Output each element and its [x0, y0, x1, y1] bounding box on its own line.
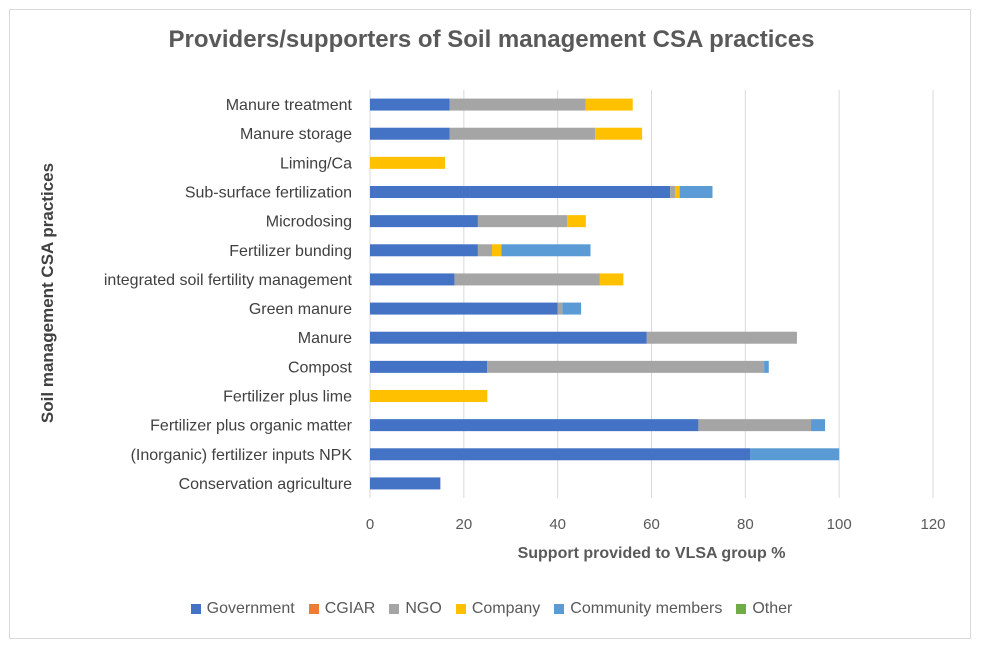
bar-company — [567, 215, 586, 228]
legend-label: Government — [206, 600, 295, 617]
bar-ngo — [698, 419, 812, 432]
bar-community-members — [811, 419, 826, 432]
bar-ngo — [477, 244, 492, 257]
category-label: Green manure — [249, 301, 352, 318]
bar-government — [370, 477, 441, 490]
bar-ngo — [646, 331, 797, 344]
bar-community-members — [764, 360, 769, 373]
legend-label: NGO — [405, 600, 442, 617]
bar-government — [370, 331, 647, 344]
x-tick-label: 60 — [643, 516, 660, 533]
legend-swatch — [736, 604, 747, 614]
bar-government — [370, 360, 488, 373]
category-label: integrated soil fertility management — [104, 272, 353, 289]
bar-government — [370, 273, 455, 286]
legend-item: Company — [455, 600, 541, 618]
legend-label: CGIAR — [324, 600, 376, 617]
bar-company — [599, 273, 624, 286]
x-tick-labels: 0 20 40 60 80 100 120 — [366, 516, 946, 533]
bar-government — [370, 419, 699, 432]
bars — [370, 98, 840, 490]
category-label: Microdosing — [266, 214, 352, 231]
x-tick-label: 0 — [366, 516, 374, 533]
x-tick-label: 80 — [737, 516, 754, 533]
x-tick-label: 40 — [549, 516, 566, 533]
category-label: Manure — [298, 330, 352, 347]
category-label: Fertilizer plus organic matter — [150, 418, 353, 435]
legend-swatch — [308, 604, 319, 614]
bar-ngo — [487, 360, 765, 373]
bar-government — [370, 302, 558, 315]
x-tick-label: 20 — [455, 516, 472, 533]
x-tick-label: 120 — [920, 516, 945, 533]
legend-label: Company — [471, 600, 541, 617]
bar-ngo — [670, 186, 675, 198]
bar-community-members — [679, 186, 713, 198]
legend-item: Community members — [554, 600, 722, 618]
category-label: Sub-surface fertilization — [185, 185, 352, 202]
legend-swatch — [190, 604, 201, 614]
bar-ngo — [557, 302, 563, 315]
category-label: Manure storage — [240, 126, 352, 143]
gridlines — [369, 90, 934, 498]
chart-frame — [9, 9, 971, 639]
bar-company — [585, 98, 633, 111]
bar-ngo — [454, 273, 600, 286]
legend-swatch — [389, 604, 400, 614]
legend-swatch — [554, 604, 565, 614]
chart-title: Providers/supporters of Soil management … — [168, 26, 815, 53]
bar-company — [370, 390, 488, 402]
bar-ngo — [449, 127, 596, 140]
bar-community-members — [501, 244, 591, 257]
legend-swatch — [455, 604, 466, 614]
bar-government — [370, 98, 450, 111]
legend-item: Other — [736, 600, 792, 618]
category-label: Fertilizer bunding — [229, 243, 352, 260]
category-label: Fertilizer plus lime — [223, 389, 352, 406]
bar-government — [370, 186, 671, 198]
bar-ngo — [477, 215, 568, 228]
x-tick-label: 100 — [827, 516, 852, 533]
bar-government — [370, 448, 751, 461]
bar-company — [491, 244, 502, 257]
x-axis-title: Support provided to VLSA group % — [517, 545, 786, 562]
bar-community-members — [562, 302, 582, 315]
category-label: Manure treatment — [226, 97, 353, 114]
bar-government — [370, 244, 478, 257]
bar-government — [370, 127, 450, 140]
category-labels: Manure treatment Manure storage Liming/Ca S… — [104, 97, 353, 493]
legend: Government CGIAR NGO Company Community membe… — [0, 600, 983, 618]
category-label: Liming/Ca — [280, 155, 352, 172]
legend-item: Government — [190, 600, 295, 618]
bar-company — [674, 186, 680, 198]
bar-ngo — [449, 98, 586, 111]
legend-item: NGO — [389, 600, 442, 618]
category-label: (Inorganic) fertilizer inputs NPK — [131, 447, 353, 464]
bar-company — [370, 156, 446, 169]
category-label: Compost — [288, 359, 353, 376]
legend-item: CGIAR — [308, 600, 376, 618]
bar-government — [370, 215, 478, 228]
bar-community-members — [750, 448, 840, 461]
legend-label: Community members — [570, 600, 723, 617]
legend-label: Other — [752, 600, 793, 617]
bar-company — [595, 127, 643, 140]
category-label: Conservation agriculture — [179, 476, 353, 493]
